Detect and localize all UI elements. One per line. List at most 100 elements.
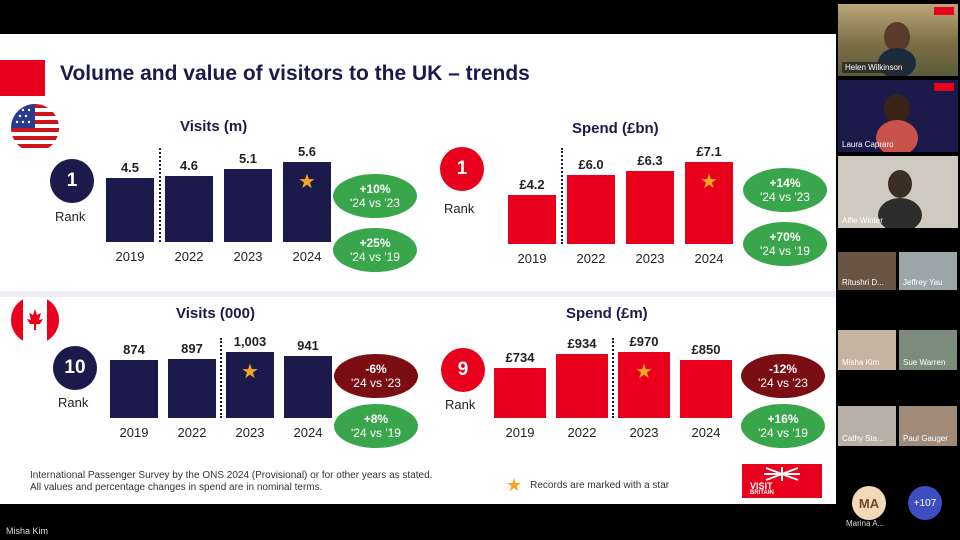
usa-visits-pill-vs19: +25% '24 vs '19 <box>333 228 417 272</box>
participant-tile-jeffrey[interactable]: Jeffrey Yau <box>899 252 957 290</box>
current-speaker-label: Misha Kim <box>6 526 49 536</box>
category-label: 2024 <box>292 249 322 264</box>
flag-icon <box>934 7 954 15</box>
usa-spend-rank-label: Rank <box>444 201 475 216</box>
video-person <box>884 94 910 124</box>
bar-2023 <box>618 352 670 418</box>
category-label: 2023 <box>233 249 263 264</box>
participant-name: Sue Warren <box>903 358 946 367</box>
participant-name: Helen Wilkinson <box>842 62 906 73</box>
canada-visits-chart: 874 2019 897 2022 1,003 2023 ★ 941 2024 <box>104 324 344 440</box>
canada-flag-icon <box>11 296 59 344</box>
canada-visits-rank: 10 <box>53 346 97 390</box>
participant-name: Misha Kim <box>842 358 880 367</box>
bar-value-label: 941 <box>297 338 319 353</box>
record-star-icon: ★ <box>298 171 316 193</box>
category-label: 2019 <box>115 249 145 264</box>
bar-2019 <box>106 178 154 242</box>
canada-visits-title: Visits (000) <box>176 305 255 322</box>
bar-2024 <box>283 162 331 242</box>
participant-name: Laura Capraro <box>842 140 894 149</box>
bar-2022 <box>168 359 216 418</box>
canada-spend-title: Spend (£m) <box>566 305 648 322</box>
usa-visits-pill-yoy: +10% '24 vs '23 <box>333 174 417 218</box>
participant-tile-ritushri[interactable]: Ritushri D... <box>838 252 896 290</box>
usa-spend-pill-vs19: +70% '24 vs '19 <box>743 222 827 266</box>
bar-value-label: £6.3 <box>637 153 663 168</box>
bar-2023 <box>224 169 272 242</box>
record-star-icon: ★ <box>241 361 259 383</box>
covid-gap-divider <box>560 148 563 244</box>
participant-tile-misha[interactable]: Misha Kim <box>838 330 896 370</box>
participant-avatar-marina[interactable]: MA <box>852 486 886 520</box>
bar-value-label: £970 <box>629 334 659 349</box>
participant-tile-paul[interactable]: Paul Gauger <box>899 406 957 446</box>
bar-2024 <box>680 360 732 418</box>
usa-visits-title: Visits (m) <box>180 118 248 135</box>
participant-name-marina: Marina A... <box>846 519 885 528</box>
participant-tile-alfie[interactable]: Alfie Winter <box>838 156 958 228</box>
video-person-body <box>878 198 922 228</box>
footnote-line-2: All values and percentage changes in spe… <box>30 482 323 493</box>
canada-visits-pill-yoy: -6% '24 vs '23 <box>334 354 418 398</box>
more-participants-button[interactable]: +107 <box>908 486 942 520</box>
bar-value-label: 4.6 <box>179 158 199 173</box>
category-label: 2022 <box>567 425 597 440</box>
covid-gap-divider <box>158 148 161 242</box>
video-person-body <box>876 120 918 152</box>
canada-spend-pill-vs19: +16% '24 vs '19 <box>741 404 825 448</box>
canada-visits-pill-vs19: +8% '24 vs '19 <box>334 404 418 448</box>
footnote-line-1: International Passenger Survey by the ON… <box>30 470 433 481</box>
canada-spend-pill-yoy: -12% '24 vs '23 <box>741 354 825 398</box>
usa-spend-pill-yoy: +14% '24 vs '23 <box>743 168 827 212</box>
video-person <box>884 22 910 52</box>
canada-spend-rank: 9 <box>441 348 485 392</box>
participant-name: Cathy Sta... <box>842 434 884 443</box>
title-accent-block <box>0 60 45 96</box>
video-person <box>888 170 912 198</box>
slide-title: Volume and value of visitors to the UK –… <box>60 62 530 85</box>
bar-value-label: £4.2 <box>519 177 545 192</box>
canada-spend-rank-label: Rank <box>445 397 476 412</box>
bar-2024 <box>284 356 332 418</box>
section-divider <box>0 291 836 297</box>
visit-britain-logo: VISIT BRITAIN <box>742 464 822 498</box>
participant-name: Alfie Winter <box>842 216 883 225</box>
usa-visits-rank-label: Rank <box>55 209 86 224</box>
bar-2022 <box>567 175 615 244</box>
category-label: 2022 <box>177 425 207 440</box>
category-label: 2024 <box>293 425 323 440</box>
participant-tile-helen[interactable]: Helen Wilkinson <box>838 4 958 76</box>
record-star-icon: ★ <box>635 361 653 383</box>
legend-text: Records are marked with a star <box>530 480 670 491</box>
bar-value-label: 874 <box>123 342 145 357</box>
bar-value-label: 1,003 <box>233 334 267 349</box>
record-legend: ★ Records are marked with a star <box>506 475 669 496</box>
category-label: 2019 <box>517 251 547 266</box>
participant-name: Paul Gauger <box>903 434 948 443</box>
category-label: 2022 <box>174 249 204 264</box>
bar-2019 <box>110 360 158 418</box>
covid-gap-divider <box>220 338 222 418</box>
participant-tile-sue[interactable]: Sue Warren <box>899 330 957 370</box>
bar-2023 <box>626 171 674 244</box>
record-star-icon: ★ <box>700 171 718 193</box>
category-label: 2023 <box>635 251 665 266</box>
covid-gap-divider <box>612 338 614 418</box>
bar-value-label: 4.5 <box>120 160 140 175</box>
category-label: 2024 <box>691 425 721 440</box>
category-label: 2019 <box>505 425 535 440</box>
canada-visits-rank-label: Rank <box>58 395 89 410</box>
star-icon: ★ <box>506 475 523 495</box>
canada-spend-chart: £734 2019 £934 2022 £970 2023 ★ £850 2024 <box>490 324 740 440</box>
bar-value-label: 5.6 <box>297 144 317 159</box>
bar-value-label: 897 <box>181 341 203 356</box>
bar-2019 <box>494 368 546 418</box>
participant-tile-laura[interactable]: Laura Capraro <box>838 80 958 152</box>
participant-tile-cathy[interactable]: Cathy Sta... <box>838 406 896 446</box>
category-label: 2019 <box>119 425 149 440</box>
category-label: 2023 <box>629 425 659 440</box>
usa-visits-chart: 4.5 2019 4.6 2022 5.1 2023 5.6 2024 ★ <box>100 134 340 264</box>
usa-spend-rank: 1 <box>440 147 484 191</box>
bar-value-label: £6.0 <box>578 157 604 172</box>
